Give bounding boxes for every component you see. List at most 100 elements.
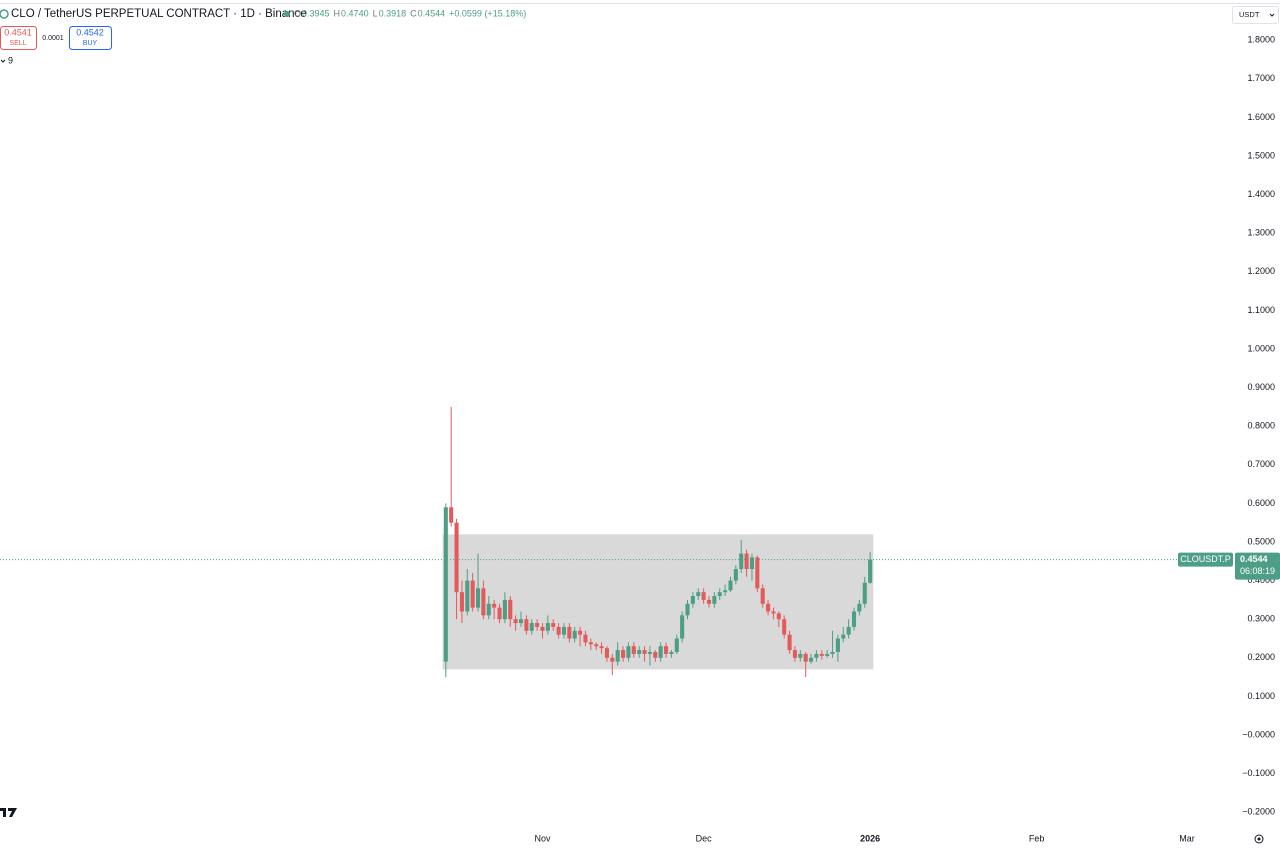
- candle-body: [653, 652, 658, 658]
- candle-body: [497, 607, 502, 620]
- y-tick-label: 1.3000: [1247, 228, 1275, 238]
- candle-body: [508, 599, 513, 620]
- ohlc-legend: O 0.3945 H 0.4740 L 0.3918 C 0.4544 +0.0599 (+15…: [294, 8, 526, 18]
- sell-price: 0.4541: [4, 27, 32, 37]
- x-tick-label: Feb: [1029, 833, 1045, 843]
- candle-body: [583, 634, 588, 643]
- candle-body: [851, 611, 857, 627]
- ohlc-key: C: [410, 8, 417, 18]
- candle-body: [561, 626, 567, 635]
- y-tick-label: 1.4000: [1247, 189, 1275, 199]
- symbol-title[interactable]: CLO / TetherUS PERPETUAL CONTRACT · 1D ·…: [11, 8, 307, 20]
- candle-body: [787, 634, 792, 651]
- candle-body: [857, 603, 862, 612]
- price-tag-value: 0.4544: [1240, 554, 1268, 564]
- candle-body: [782, 619, 787, 635]
- candle-body: [578, 630, 583, 635]
- spread: 0.0001: [42, 35, 64, 42]
- candle-body: [733, 569, 738, 581]
- candle-body: [529, 623, 534, 631]
- x-tick-label: Mar: [1179, 833, 1195, 843]
- candle-body: [680, 615, 685, 639]
- candle-body: [647, 652, 652, 654]
- candle-body: [486, 603, 491, 616]
- y-tick-label: 1.5000: [1247, 150, 1275, 160]
- ohlc-key: L: [373, 8, 378, 18]
- indicators-count[interactable]: 9: [8, 55, 13, 65]
- candle-body: [642, 650, 647, 654]
- candle-body: [825, 653, 830, 656]
- candle-body: [572, 630, 577, 639]
- candle-body: [454, 522, 459, 593]
- candle-body: [663, 646, 669, 654]
- ohlc-value: 0.3918: [379, 8, 407, 18]
- candle-body: [792, 650, 797, 658]
- candle-body: [449, 507, 454, 523]
- candle-body: [723, 590, 728, 593]
- candle-body: [658, 646, 663, 658]
- candle-body: [835, 638, 840, 653]
- candle-body: [481, 588, 486, 616]
- candle-body: [819, 653, 824, 656]
- currency-select[interactable]: [1232, 6, 1279, 24]
- currency-label: USDT: [1239, 10, 1260, 19]
- candle-body: [524, 619, 529, 631]
- y-tick-label: 0.4000: [1247, 575, 1275, 585]
- candle-body: [798, 653, 803, 658]
- ohlc-value: 0.4544: [418, 8, 446, 18]
- buy-button[interactable]: [69, 26, 112, 50]
- tv-logo[interactable]: [0, 808, 17, 817]
- candle-body: [540, 626, 545, 631]
- candle-body: [717, 592, 722, 597]
- x-tick-label: Nov: [534, 833, 551, 843]
- candle-body: [674, 638, 679, 653]
- price-tag: [1235, 552, 1280, 580]
- y-tick-label: 0.9000: [1247, 382, 1275, 392]
- candle-body: [599, 646, 604, 649]
- y-tick-label: 0.2000: [1247, 652, 1275, 662]
- price-tag-countdown: 06:08:19: [1240, 566, 1275, 576]
- candle-body: [846, 626, 851, 635]
- y-tick-label: 0.5000: [1247, 536, 1275, 546]
- candle-body: [475, 588, 481, 608]
- candle-body: [567, 626, 572, 639]
- candle-body: [771, 611, 776, 614]
- candle-body: [766, 603, 771, 612]
- y-tick-label: 1.1000: [1247, 305, 1275, 315]
- settings-icon[interactable]: [1254, 834, 1264, 844]
- buy-price: 0.4542: [76, 27, 104, 37]
- candle-body: [594, 644, 599, 647]
- ohlc-change: +0.0599 (+15.18%): [449, 8, 526, 18]
- candle-body: [588, 642, 593, 645]
- indicators-chevron[interactable]: [0, 59, 6, 63]
- candle-body: [803, 653, 808, 662]
- symbol-tag: [1178, 552, 1233, 567]
- candle-body: [728, 580, 733, 591]
- candle-body: [502, 599, 507, 620]
- candle-body: [739, 553, 744, 570]
- sell-button[interactable]: [0, 26, 37, 50]
- symbol-logo: [0, 9, 9, 19]
- candle-body: [551, 623, 556, 627]
- ohlc-key: O: [294, 8, 301, 18]
- candle-body: [556, 626, 561, 635]
- ohlc-key: H: [334, 8, 341, 18]
- candle-body: [862, 582, 867, 604]
- y-tick-label: 1.0000: [1247, 343, 1275, 353]
- candle-body: [631, 646, 636, 654]
- y-tick-label: 1.2000: [1247, 266, 1275, 276]
- candle-body: [830, 652, 835, 654]
- settings-icon-dot: [1257, 837, 1261, 841]
- y-tick-label: −0.2000: [1242, 807, 1275, 817]
- candle-body: [690, 596, 695, 604]
- candle-body: [621, 650, 626, 658]
- candle-body: [604, 648, 609, 658]
- y-tick-label: 0.3000: [1247, 614, 1275, 624]
- candle-body: [749, 557, 755, 570]
- y-tick-label: −0.0000: [1242, 729, 1275, 739]
- candle-body: [841, 634, 846, 639]
- candle-body: [760, 588, 765, 604]
- candle-body: [744, 553, 749, 570]
- y-tick-label: 1.7000: [1247, 73, 1275, 83]
